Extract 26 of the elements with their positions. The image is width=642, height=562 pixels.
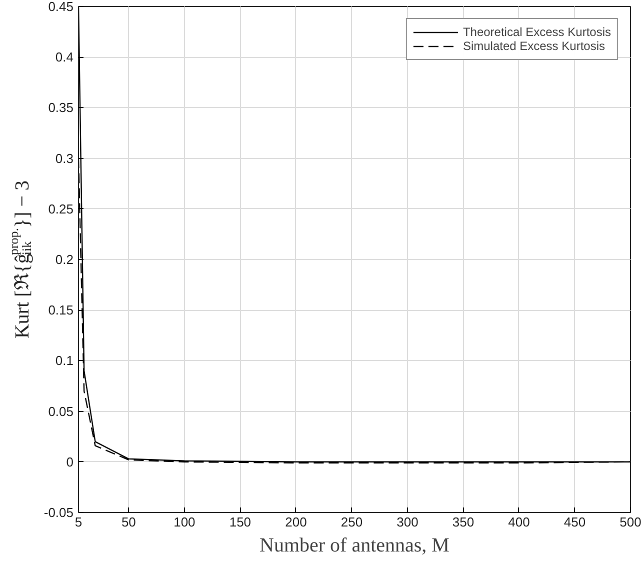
x-tick-label: 450 <box>564 514 586 530</box>
y-tick-label: 0.3 <box>55 150 74 166</box>
y-tick-label: -0.05 <box>44 505 74 520</box>
x-axis-title: Number of antennas, M <box>260 534 450 556</box>
x-tick-label: 5 <box>74 514 82 530</box>
x-tick-label: 350 <box>452 514 474 530</box>
x-tick-label: 400 <box>508 514 530 530</box>
y-axis-title: Kurt [ℜ{ĝprop.iik}] − 3 <box>6 180 34 339</box>
y-tick-label: 0.15 <box>48 302 74 318</box>
x-tick-label: 200 <box>285 514 307 530</box>
y-tick-label: 0.45 <box>48 0 74 14</box>
x-tick-label: 500 <box>620 514 642 530</box>
y-tick-label: 0.25 <box>48 201 74 216</box>
legend-label: Theoretical Excess Kurtosis <box>462 25 611 39</box>
y-tick-label: 0 <box>66 454 74 470</box>
x-tick-label: 150 <box>229 514 252 530</box>
x-tick-label: 250 <box>340 514 363 530</box>
y-tick-label: 0.2 <box>55 252 74 267</box>
legend-label: Simulated Excess Kurtosis <box>462 39 605 53</box>
y-tick-label: 0.05 <box>48 404 74 419</box>
y-tick-label: 0.4 <box>55 50 74 65</box>
y-tick-label: 0.1 <box>55 353 74 368</box>
y-tick-label: 0.35 <box>48 100 74 116</box>
x-tick-label: 100 <box>174 514 196 530</box>
x-tick-label: 300 <box>396 514 418 530</box>
x-tick-label: 50 <box>121 514 136 530</box>
